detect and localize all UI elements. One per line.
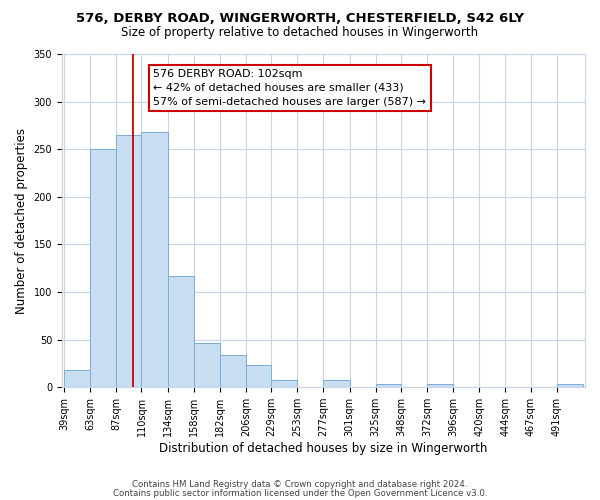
- Bar: [246, 366, 271, 387]
- Bar: [64, 370, 90, 387]
- X-axis label: Distribution of detached houses by size in Wingerworth: Distribution of detached houses by size …: [159, 442, 488, 455]
- Bar: [142, 132, 167, 387]
- Bar: [271, 380, 297, 387]
- Y-axis label: Number of detached properties: Number of detached properties: [15, 128, 28, 314]
- Text: Size of property relative to detached houses in Wingerworth: Size of property relative to detached ho…: [121, 26, 479, 39]
- Bar: [194, 344, 220, 387]
- Bar: [376, 384, 401, 387]
- Text: Contains HM Land Registry data © Crown copyright and database right 2024.: Contains HM Land Registry data © Crown c…: [132, 480, 468, 489]
- Bar: [116, 135, 142, 387]
- Bar: [220, 355, 246, 387]
- Bar: [167, 276, 194, 387]
- Bar: [427, 384, 453, 387]
- Text: Contains public sector information licensed under the Open Government Licence v3: Contains public sector information licen…: [113, 488, 487, 498]
- Text: 576 DERBY ROAD: 102sqm
← 42% of detached houses are smaller (433)
57% of semi-de: 576 DERBY ROAD: 102sqm ← 42% of detached…: [154, 69, 427, 107]
- Text: 576, DERBY ROAD, WINGERWORTH, CHESTERFIELD, S42 6LY: 576, DERBY ROAD, WINGERWORTH, CHESTERFIE…: [76, 12, 524, 26]
- Bar: [557, 384, 583, 387]
- Bar: [323, 380, 350, 387]
- Bar: [90, 149, 116, 387]
